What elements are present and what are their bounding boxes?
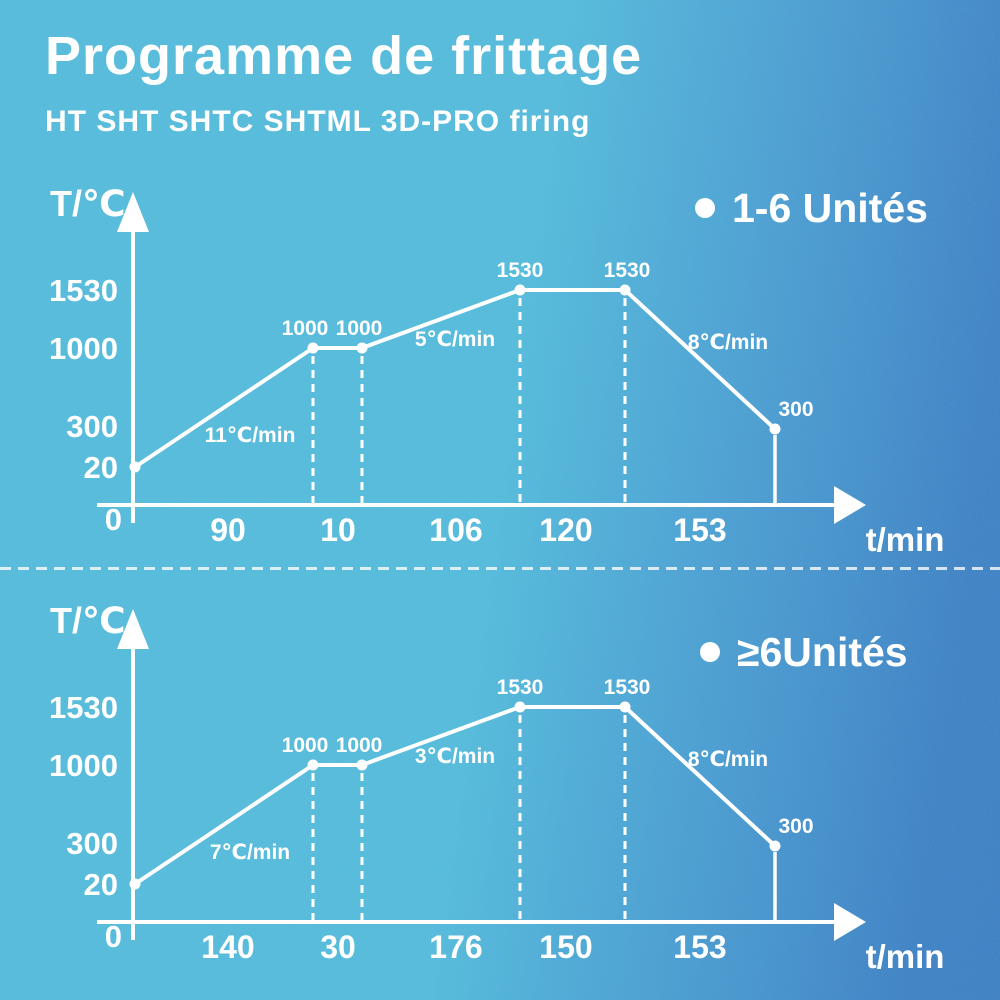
point-value-label: 1530 — [497, 676, 544, 699]
legend-label: 1-6 Unités — [732, 185, 928, 231]
ramp-rate-label: 5℃/min — [415, 328, 495, 351]
y-tick-label: 20 — [84, 867, 118, 902]
data-point-dot — [514, 701, 526, 713]
page-subtitle: HT SHT SHTC SHTML 3D-PRO firing — [45, 104, 591, 138]
y-axis-title: T/℃ — [50, 600, 126, 641]
x-axis-arrowhead-icon — [834, 903, 866, 941]
chart-1-6-units: T/℃ t/min 1530 1000 300 20 0 1000 1000 1530 1530 30… — [0, 170, 1000, 570]
x-tick-label: 140 — [201, 929, 254, 965]
y-tick-label: 20 — [84, 450, 118, 485]
x-tick-label: 90 — [210, 512, 246, 548]
legend-label: ≥6Unités — [737, 629, 908, 675]
data-point-dot — [619, 701, 631, 713]
data-point-dot — [129, 461, 141, 473]
data-point-dot — [356, 342, 368, 354]
x-tick-label: 150 — [539, 929, 592, 965]
y-tick-label: 0 — [105, 919, 122, 954]
y-tick-label: 0 — [105, 502, 122, 537]
ramp-rate-label: 7℃/min — [210, 841, 290, 864]
y-tick-label: 1000 — [49, 748, 118, 783]
page-title: Programme de frittage — [45, 26, 643, 86]
y-tick-label: 1000 — [49, 331, 118, 366]
ramp-rate-label: 3℃/min — [415, 745, 495, 768]
x-tick-label: 106 — [429, 512, 482, 548]
x-axis-title: t/min — [866, 938, 945, 975]
x-tick-label: 120 — [539, 512, 592, 548]
section-divider — [0, 567, 1000, 570]
point-value-label: 1530 — [497, 259, 544, 282]
legend-bullet-icon — [695, 198, 715, 218]
y-axis-arrowhead-icon — [117, 609, 149, 649]
data-point-dot — [307, 342, 319, 354]
point-value-label: 1530 — [604, 259, 651, 282]
y-tick-label: 1530 — [49, 273, 118, 308]
x-axis-arrowhead-icon — [834, 486, 866, 524]
temperature-curve — [133, 705, 777, 886]
x-tick-label: 10 — [320, 512, 356, 548]
x-tick-label: 30 — [320, 929, 356, 965]
x-tick-label: 153 — [673, 512, 726, 548]
y-tick-label: 1530 — [49, 690, 118, 725]
point-value-label: 1000 — [336, 734, 383, 757]
temperature-time-plot: T/℃ t/min 1530 1000 300 20 0 1000 1000 1530 1530 30… — [49, 183, 945, 558]
point-value-label: 300 — [778, 398, 813, 421]
ramp-rate-label: 8℃/min — [688, 748, 768, 771]
x-tick-label: 153 — [673, 929, 726, 965]
x-axis-title: t/min — [866, 521, 945, 558]
y-axis-arrowhead-icon — [117, 192, 149, 232]
point-value-label: 1000 — [282, 734, 329, 757]
legend-bullet-icon — [700, 642, 720, 662]
ramp-rate-label: 11℃/min — [205, 424, 296, 447]
data-point-dot — [769, 840, 781, 852]
ramp-rate-label: 8℃/min — [688, 331, 768, 354]
header: Programme de frittage HT SHT SHTC SHTML … — [45, 28, 642, 139]
point-value-label: 300 — [778, 815, 813, 838]
data-point-dot — [307, 759, 319, 771]
point-value-label: 1530 — [604, 676, 651, 699]
chart-6plus-units: T/℃ t/min 1530 1000 300 20 0 1000 1000 1530 1530 30… — [0, 587, 1000, 987]
temperature-curve — [133, 288, 777, 469]
temperature-time-plot: T/℃ t/min 1530 1000 300 20 0 1000 1000 1530 1530 30… — [49, 600, 945, 975]
data-point-dot — [356, 759, 368, 771]
x-tick-label: 176 — [429, 929, 482, 965]
y-tick-label: 300 — [66, 409, 118, 444]
data-point-dot — [769, 423, 781, 435]
data-point-dot — [514, 284, 526, 296]
data-point-dot — [619, 284, 631, 296]
y-tick-label: 300 — [66, 826, 118, 861]
point-value-label: 1000 — [282, 317, 329, 340]
y-axis-title: T/℃ — [50, 183, 126, 224]
point-value-label: 1000 — [336, 317, 383, 340]
data-point-dot — [129, 878, 141, 890]
